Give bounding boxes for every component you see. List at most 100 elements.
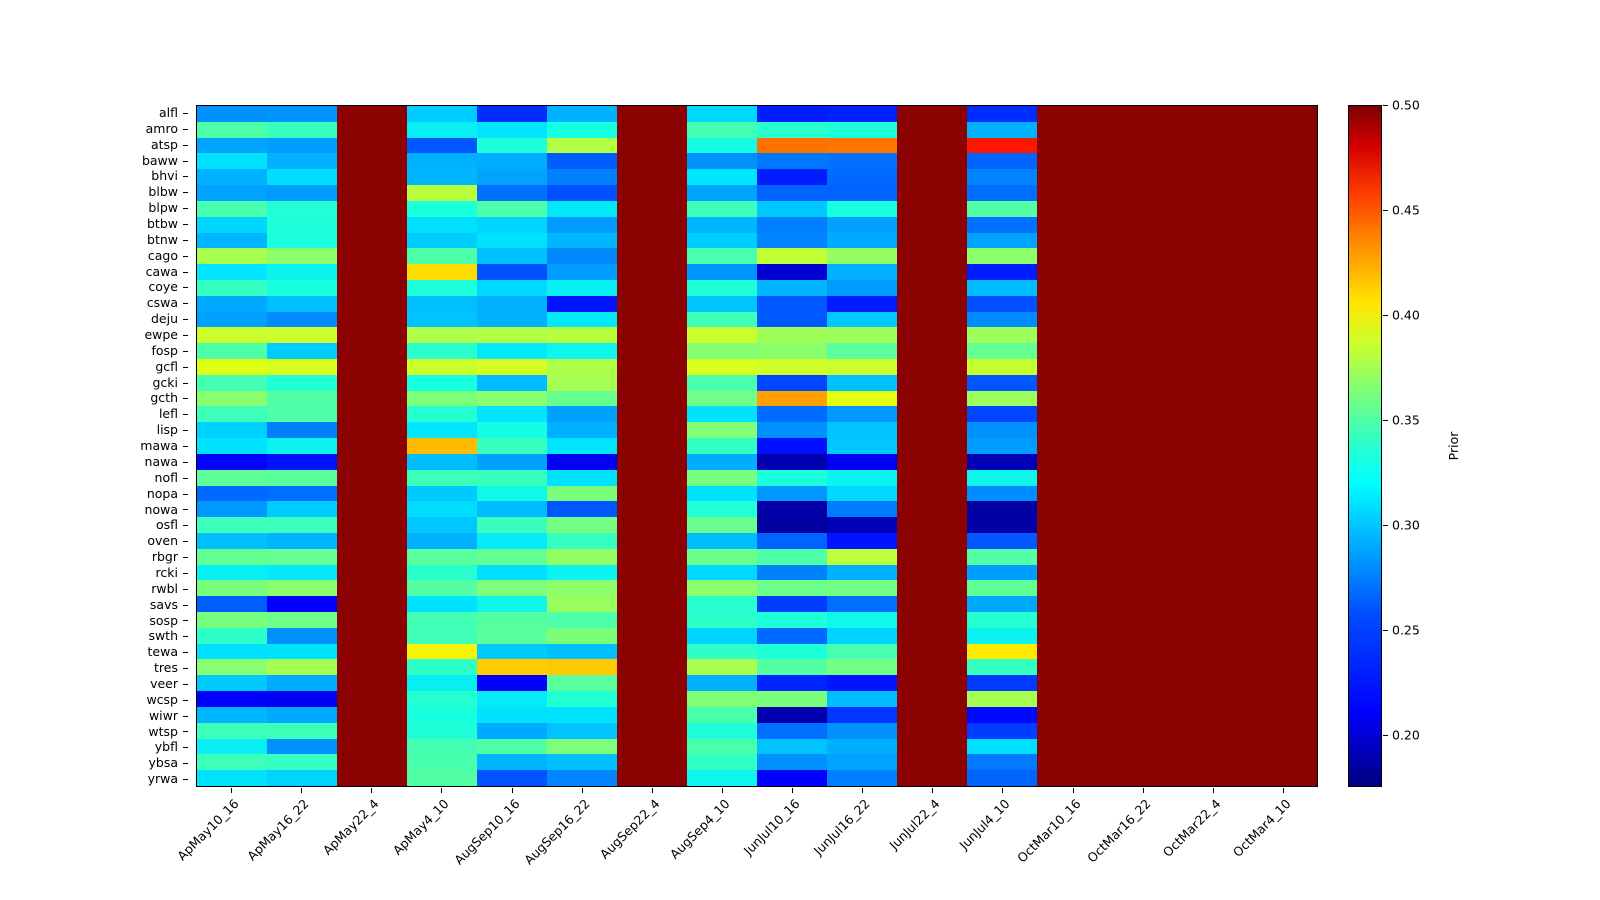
heatmap-cell <box>197 469 267 486</box>
heatmap-cell <box>1037 216 1107 233</box>
heatmap-cell <box>827 137 897 154</box>
y-tick-mark <box>183 652 188 654</box>
heatmap-cell <box>1247 200 1317 217</box>
heatmap-cell <box>267 153 337 170</box>
heatmap-cell <box>827 770 897 786</box>
heatmap-cell <box>267 643 337 660</box>
heatmap-cell <box>617 596 687 613</box>
heatmap-cell <box>617 121 687 138</box>
heatmap-cell <box>1107 469 1177 486</box>
heatmap-cell <box>547 374 617 391</box>
heatmap-cell <box>687 485 757 502</box>
heatmap-cell <box>1037 580 1107 597</box>
heatmap-cell <box>407 643 477 660</box>
heatmap-cell <box>477 675 547 692</box>
heatmap-cell <box>1037 121 1107 138</box>
heatmap-cell <box>337 596 407 613</box>
heatmap-cell <box>197 643 267 660</box>
heatmap-cell <box>1107 279 1177 296</box>
heatmap-cell <box>1247 469 1317 486</box>
colorbar-gradient <box>1348 105 1382 787</box>
heatmap-cell <box>1107 517 1177 533</box>
heatmap-cell <box>477 343 547 360</box>
heatmap-cell <box>1037 422 1107 439</box>
x-tick-mark <box>511 788 513 793</box>
heatmap-cell <box>967 501 1037 518</box>
heatmap-cell <box>337 501 407 518</box>
heatmap-cell <box>267 248 337 265</box>
heatmap-cell <box>1037 612 1107 628</box>
heatmap-cell <box>547 532 617 549</box>
heatmap-cell <box>687 738 757 755</box>
heatmap-cell <box>757 390 827 407</box>
heatmap-cell <box>477 185 547 201</box>
heatmap-cell <box>897 185 967 201</box>
y-tick-label: sosp <box>149 612 178 628</box>
heatmap-cell <box>1247 311 1317 328</box>
y-tick-mark <box>183 414 188 416</box>
heatmap-cell <box>547 121 617 138</box>
heatmap-cell <box>407 706 477 723</box>
heatmap-cell <box>827 311 897 328</box>
heatmap-cell <box>407 422 477 439</box>
heatmap-cell <box>407 580 477 597</box>
heatmap-cell <box>687 532 757 549</box>
heatmap-cell <box>897 232 967 249</box>
heatmap-cell <box>1107 532 1177 549</box>
heatmap-cell <box>967 185 1037 201</box>
heatmap-cell <box>267 548 337 565</box>
heatmap-cell <box>1247 438 1317 454</box>
heatmap-cell <box>687 517 757 533</box>
heatmap-cell <box>1247 279 1317 296</box>
heatmap-cell <box>827 548 897 565</box>
heatmap-cell <box>617 675 687 692</box>
heatmap-cell <box>1037 279 1107 296</box>
heatmap-cell <box>1177 279 1247 296</box>
heatmap-cell <box>197 691 267 707</box>
heatmap-cell <box>617 406 687 423</box>
heatmap-cell <box>547 706 617 723</box>
heatmap-cell <box>1177 153 1247 170</box>
heatmap-cell <box>477 327 547 344</box>
y-tick-mark <box>183 668 188 670</box>
heatmap-cell <box>477 564 547 581</box>
colorbar-tick-mark <box>1383 629 1388 631</box>
heatmap-cell <box>687 264 757 280</box>
heatmap-cell <box>897 770 967 786</box>
heatmap-cell <box>547 359 617 375</box>
heatmap-cell <box>897 343 967 360</box>
heatmap-cell <box>197 311 267 328</box>
heatmap-cell <box>197 232 267 249</box>
heatmap-cell <box>197 169 267 186</box>
heatmap-cell <box>897 216 967 233</box>
heatmap-cell <box>477 248 547 265</box>
heatmap-cell <box>617 232 687 249</box>
heatmap-cell <box>1107 311 1177 328</box>
heatmap-cell <box>1177 185 1247 201</box>
y-tick-label: cago <box>147 247 178 263</box>
heatmap-cell <box>757 232 827 249</box>
heatmap-cell <box>1107 738 1177 755</box>
x-tick-label-text: ApMay22_4 <box>320 796 382 858</box>
y-tick-label: osfl <box>155 517 178 533</box>
heatmap-cell <box>897 106 967 122</box>
heatmap-cell <box>757 517 827 533</box>
heatmap-cell <box>967 485 1037 502</box>
x-tick-label-text: ApMay10_16 <box>174 796 242 864</box>
heatmap-cell <box>1177 675 1247 692</box>
heatmap-cell <box>407 691 477 707</box>
heatmap-cell <box>1107 406 1177 423</box>
heatmap-cell <box>1177 359 1247 375</box>
y-tick-mark <box>183 239 188 241</box>
heatmap-cell <box>897 438 967 454</box>
heatmap-cell <box>547 200 617 217</box>
heatmap-cell <box>267 438 337 454</box>
heatmap-cell <box>547 738 617 755</box>
heatmap-cell <box>687 200 757 217</box>
heatmap-cell <box>617 216 687 233</box>
heatmap-cell <box>547 327 617 344</box>
heatmap-cell <box>407 232 477 249</box>
y-tick-mark <box>183 303 188 305</box>
heatmap-cell <box>477 137 547 154</box>
heatmap-cell <box>1247 738 1317 755</box>
